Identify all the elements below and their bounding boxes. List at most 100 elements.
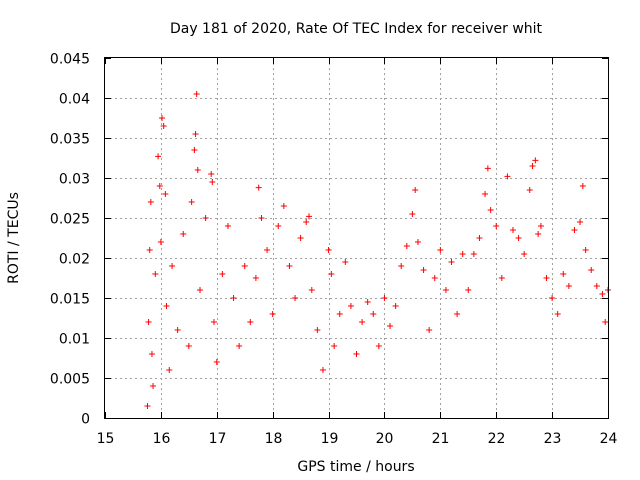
data-point xyxy=(219,271,226,277)
data-point xyxy=(532,157,539,164)
y-tick-labels: 0 0.005 0.01 0.015 0.02 0.025 0.03 0.035 0.04 0.0… xyxy=(50,52,90,428)
y-tick-label: 0.045 xyxy=(50,52,90,68)
data-point xyxy=(504,173,511,180)
data-point xyxy=(305,213,312,220)
y-tick-label: 0 xyxy=(81,412,90,428)
y-tick-label: 0.015 xyxy=(50,292,90,308)
data-point xyxy=(152,271,159,277)
x-tick-label: 22 xyxy=(488,431,506,447)
data-point xyxy=(454,311,461,317)
data-point xyxy=(286,263,293,269)
data-point xyxy=(314,327,321,333)
data-point xyxy=(148,351,155,357)
data-point xyxy=(515,235,522,241)
data-point xyxy=(375,343,382,349)
data-point xyxy=(409,211,416,217)
data-point xyxy=(319,367,326,373)
data-point xyxy=(325,247,332,253)
data-point xyxy=(353,351,360,357)
data-point xyxy=(160,123,167,129)
data-point xyxy=(328,271,335,277)
data-point xyxy=(292,295,299,301)
data-point xyxy=(247,319,254,325)
x-tick-label: 18 xyxy=(265,431,283,447)
x-tick-label: 24 xyxy=(600,431,618,447)
data-point xyxy=(381,295,388,301)
data-point xyxy=(264,247,271,253)
data-point xyxy=(166,367,173,373)
data-point xyxy=(370,311,377,317)
data-point xyxy=(208,171,215,177)
data-point xyxy=(476,235,483,241)
data-point xyxy=(169,263,176,269)
data-point xyxy=(210,319,217,325)
data-point xyxy=(308,287,315,293)
data-point xyxy=(258,215,265,221)
data-point xyxy=(155,153,162,160)
y-tick-label: 0.035 xyxy=(50,132,90,148)
data-point xyxy=(255,184,262,191)
data-point xyxy=(554,311,561,317)
data-point xyxy=(387,323,394,329)
y-tick-label: 0.005 xyxy=(50,372,90,388)
data-point xyxy=(156,183,163,189)
data-point xyxy=(297,235,304,241)
plot-frame xyxy=(104,57,609,419)
data-point xyxy=(582,247,589,253)
data-point xyxy=(493,223,500,229)
data-point xyxy=(509,227,516,233)
data-point xyxy=(236,343,243,349)
data-point xyxy=(336,311,343,317)
data-point xyxy=(144,403,151,409)
data-point xyxy=(482,191,489,197)
data-point xyxy=(431,275,438,281)
data-point xyxy=(398,263,405,269)
data-point xyxy=(174,327,181,333)
data-point xyxy=(487,207,494,213)
data-point xyxy=(193,91,200,97)
data-point xyxy=(484,165,491,172)
data-point xyxy=(202,215,209,221)
data-point xyxy=(571,227,578,233)
data-point xyxy=(437,247,444,253)
data-point xyxy=(145,319,152,325)
x-tick-label: 23 xyxy=(544,431,562,447)
data-point xyxy=(448,259,455,265)
data-point xyxy=(213,359,220,365)
data-point xyxy=(521,251,528,257)
data-point xyxy=(188,199,195,205)
data-point xyxy=(197,287,204,293)
data-point xyxy=(347,303,354,309)
data-point xyxy=(230,295,237,301)
data-point xyxy=(537,223,544,229)
data-point xyxy=(470,251,477,257)
data-point xyxy=(252,275,259,281)
data-point xyxy=(185,343,192,349)
data-point xyxy=(180,231,187,237)
data-point xyxy=(543,275,550,281)
grid xyxy=(105,58,608,418)
data-point xyxy=(560,271,567,277)
data-point xyxy=(412,187,419,193)
y-tick-label: 0.02 xyxy=(59,252,90,268)
data-point xyxy=(269,311,276,317)
data-point xyxy=(359,319,366,325)
data-point xyxy=(392,303,399,309)
data-point xyxy=(364,299,371,305)
data-point xyxy=(342,259,349,265)
data-point xyxy=(535,231,542,237)
data-point xyxy=(420,267,427,273)
data-point xyxy=(442,287,449,293)
x-tick-label: 16 xyxy=(153,431,171,447)
x-tick-label: 19 xyxy=(321,431,339,447)
data-point xyxy=(593,283,600,289)
data-point xyxy=(549,295,556,301)
data-point xyxy=(426,327,433,333)
data-point xyxy=(157,239,164,245)
data-point xyxy=(529,163,536,169)
data-point xyxy=(588,267,595,273)
axis-ticks xyxy=(105,58,609,419)
data-point xyxy=(303,219,310,225)
data-point xyxy=(150,383,157,389)
